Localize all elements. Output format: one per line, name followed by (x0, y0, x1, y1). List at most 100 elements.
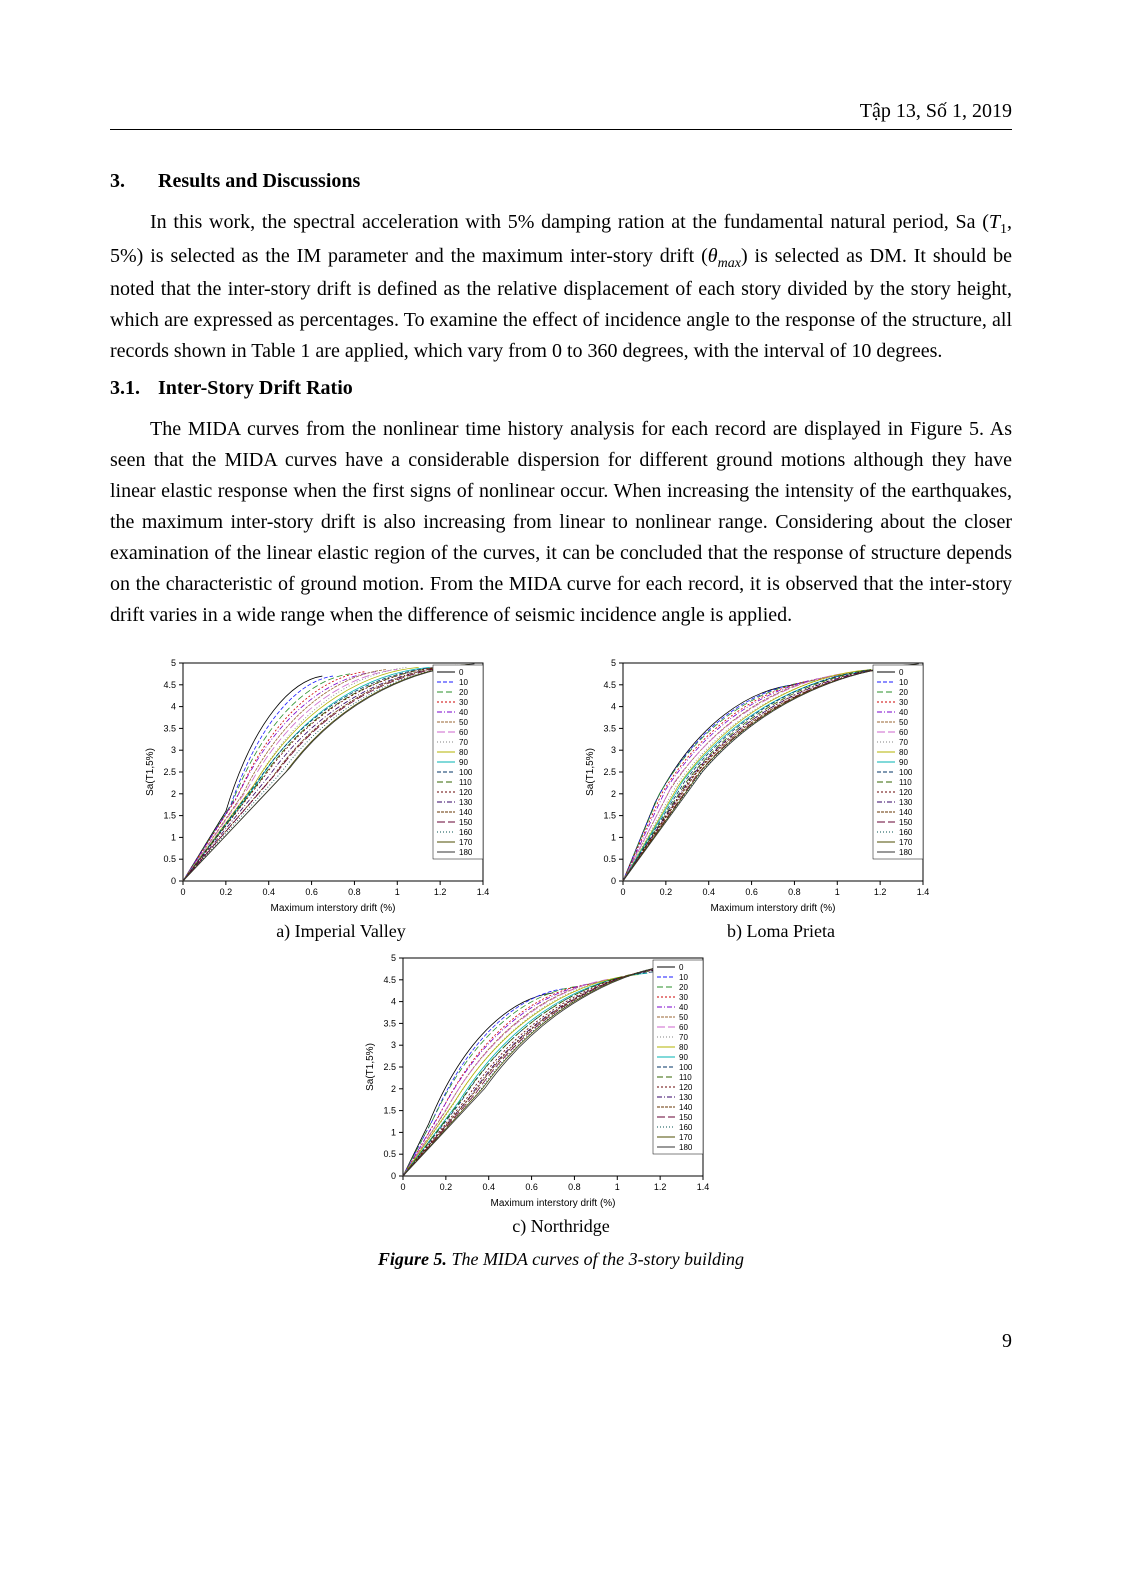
svg-text:2: 2 (171, 789, 176, 799)
svg-text:1.4: 1.4 (697, 1182, 710, 1192)
section-3-num: 3. (110, 170, 158, 193)
svg-text:0: 0 (679, 963, 684, 972)
svg-text:70: 70 (679, 1033, 688, 1042)
svg-text:60: 60 (899, 728, 908, 737)
svg-text:3: 3 (391, 1041, 396, 1051)
svg-text:0: 0 (391, 1171, 396, 1181)
svg-text:60: 60 (459, 728, 468, 737)
svg-text:140: 140 (679, 1103, 693, 1112)
svg-text:1.5: 1.5 (383, 1106, 396, 1116)
svg-text:Maximum interstory drift (%): Maximum interstory drift (%) (490, 1198, 615, 1209)
svg-text:40: 40 (679, 1003, 688, 1012)
svg-text:150: 150 (899, 818, 913, 827)
svg-text:10: 10 (679, 973, 688, 982)
svg-text:1: 1 (171, 833, 176, 843)
svg-text:3: 3 (171, 746, 176, 756)
svg-text:0.5: 0.5 (383, 1150, 396, 1160)
svg-text:1: 1 (395, 887, 400, 897)
section-31-heading: 3.1.Inter-Story Drift Ratio (110, 377, 1012, 400)
svg-text:140: 140 (899, 808, 913, 817)
svg-text:40: 40 (459, 708, 468, 717)
svg-text:4.5: 4.5 (603, 680, 616, 690)
svg-text:0: 0 (611, 876, 616, 886)
svg-text:0.4: 0.4 (482, 1182, 495, 1192)
svg-text:4.5: 4.5 (163, 680, 176, 690)
chart-b-block: 00.20.40.60.811.21.400.511.522.533.544.5… (581, 655, 981, 942)
svg-text:5: 5 (391, 953, 396, 963)
svg-text:20: 20 (899, 688, 908, 697)
section-3-para-1: In this work, the spectral acceleration … (110, 207, 1012, 367)
svg-text:170: 170 (679, 1133, 693, 1142)
svg-text:80: 80 (899, 748, 908, 757)
section-31-num: 3.1. (110, 377, 158, 400)
svg-text:0: 0 (171, 876, 176, 886)
svg-text:1.5: 1.5 (163, 811, 176, 821)
svg-text:0: 0 (620, 887, 625, 897)
svg-text:0.8: 0.8 (788, 887, 801, 897)
svg-text:3.5: 3.5 (163, 724, 176, 734)
svg-text:10: 10 (899, 678, 908, 687)
svg-text:100: 100 (459, 768, 473, 777)
svg-text:0.8: 0.8 (568, 1182, 581, 1192)
svg-text:80: 80 (679, 1043, 688, 1052)
svg-text:160: 160 (459, 828, 473, 837)
svg-text:20: 20 (679, 983, 688, 992)
svg-text:0.6: 0.6 (305, 887, 318, 897)
svg-text:3: 3 (611, 746, 616, 756)
svg-text:80: 80 (459, 748, 468, 757)
svg-text:Maximum interstory drift (%): Maximum interstory drift (%) (270, 903, 395, 914)
svg-text:30: 30 (459, 698, 468, 707)
svg-text:170: 170 (459, 838, 473, 847)
svg-text:1.4: 1.4 (917, 887, 930, 897)
chart-b-loma: 00.20.40.60.811.21.400.511.522.533.544.5… (581, 655, 981, 915)
svg-text:50: 50 (679, 1013, 688, 1022)
svg-text:0.2: 0.2 (440, 1182, 453, 1192)
svg-text:100: 100 (679, 1063, 693, 1072)
svg-text:Sa(T1,5%): Sa(T1,5%) (365, 1043, 376, 1091)
svg-text:130: 130 (459, 798, 473, 807)
issue-label: Tập 13, Số 1, 2019 (860, 100, 1012, 122)
svg-text:1.5: 1.5 (603, 811, 616, 821)
svg-text:0: 0 (899, 668, 904, 677)
chart-a-imperial: 00.20.40.60.811.21.400.511.522.533.544.5… (141, 655, 541, 915)
svg-text:70: 70 (459, 738, 468, 747)
chart-c-northridge: 00.20.40.60.811.21.400.511.522.533.544.5… (361, 950, 761, 1210)
svg-text:0.2: 0.2 (220, 887, 233, 897)
svg-text:Sa(T1,5%): Sa(T1,5%) (145, 748, 156, 796)
svg-text:90: 90 (459, 758, 468, 767)
svg-text:0.4: 0.4 (262, 887, 275, 897)
svg-text:3.5: 3.5 (603, 724, 616, 734)
svg-text:0: 0 (400, 1182, 405, 1192)
svg-text:180: 180 (679, 1143, 693, 1152)
svg-text:0: 0 (459, 668, 464, 677)
svg-text:150: 150 (459, 818, 473, 827)
svg-text:10: 10 (459, 678, 468, 687)
section-31-title: Inter-Story Drift Ratio (158, 377, 353, 399)
svg-text:20: 20 (459, 688, 468, 697)
svg-text:110: 110 (679, 1073, 692, 1082)
svg-text:90: 90 (899, 758, 908, 767)
svg-text:0.6: 0.6 (745, 887, 758, 897)
section-31-para: The MIDA curves from the nonlinear time … (110, 414, 1012, 631)
svg-text:2: 2 (611, 789, 616, 799)
svg-text:4.5: 4.5 (383, 975, 396, 985)
svg-text:130: 130 (679, 1093, 693, 1102)
svg-text:40: 40 (899, 708, 908, 717)
svg-text:30: 30 (679, 993, 688, 1002)
svg-text:100: 100 (899, 768, 913, 777)
svg-text:120: 120 (459, 788, 473, 797)
svg-text:30: 30 (899, 698, 908, 707)
svg-text:170: 170 (899, 838, 913, 847)
svg-text:4: 4 (391, 997, 396, 1007)
svg-text:2.5: 2.5 (383, 1062, 396, 1072)
svg-text:2.5: 2.5 (603, 767, 616, 777)
svg-text:60: 60 (679, 1023, 688, 1032)
svg-text:0.5: 0.5 (603, 855, 616, 865)
svg-text:160: 160 (899, 828, 913, 837)
svg-text:4: 4 (171, 702, 176, 712)
page-number: 9 (110, 1330, 1012, 1353)
svg-text:180: 180 (459, 848, 473, 857)
svg-text:90: 90 (679, 1053, 688, 1062)
svg-text:5: 5 (611, 658, 616, 668)
svg-text:1.2: 1.2 (874, 887, 887, 897)
